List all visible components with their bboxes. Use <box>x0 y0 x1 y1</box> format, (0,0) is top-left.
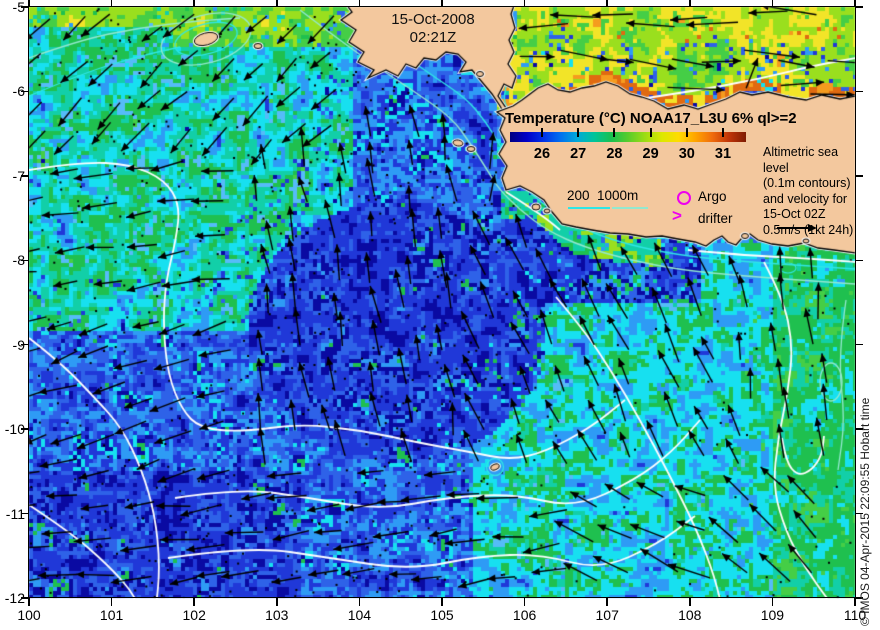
axis-tick <box>21 343 29 346</box>
axis-tick <box>689 598 691 606</box>
argo-float-icon <box>677 191 691 205</box>
axis-tick <box>855 597 863 599</box>
axis-tick <box>21 90 29 93</box>
y-tick-label: -11 <box>5 505 25 522</box>
depth-1000-line <box>612 207 648 209</box>
axis-tick <box>110 598 113 606</box>
colorbar-tick <box>577 128 580 137</box>
axis-tick <box>855 6 863 8</box>
argo-label: Argo <box>698 189 727 204</box>
axis-tick <box>110 0 113 7</box>
colorbar-title: Temperature (°C) NOAA17_L3U 6% ql>=2 <box>505 110 797 127</box>
timestamp-time: 02:21Z <box>409 29 457 46</box>
axis-tick <box>771 0 774 7</box>
velocity-scale-arrow-icon <box>777 223 817 232</box>
axis-tick <box>855 512 863 515</box>
colorbar-tick-label: 26 <box>533 146 551 162</box>
colorbar-tick <box>541 128 543 137</box>
x-tick-label: 102 <box>182 607 206 623</box>
colorbar-tick-label: 28 <box>606 146 623 162</box>
annotation-line: 15-Oct 02Z <box>763 207 826 221</box>
x-tick-label: 101 <box>99 607 124 623</box>
timestamp-date: 15-Oct-2008 <box>391 11 475 28</box>
y-tick-label: -9 <box>12 336 25 353</box>
colorbar-tick-label: 27 <box>570 146 587 162</box>
axis-tick <box>21 6 29 8</box>
colorbar-tick <box>613 128 616 137</box>
annotation-line: and velocity for <box>763 191 848 206</box>
axis-tick <box>276 0 278 7</box>
x-tick-label: 108 <box>678 607 702 623</box>
axis-tick <box>28 0 30 7</box>
y-tick-label: -7 <box>12 167 25 184</box>
axis-tick <box>771 598 774 606</box>
drifter-arrow-icon: > <box>672 206 682 225</box>
y-tick-label: -10 <box>4 421 25 438</box>
x-tick-label: 107 <box>595 607 619 623</box>
axis-tick <box>855 343 863 346</box>
x-tick-label: 103 <box>265 607 289 623</box>
colorbar-tick-label: 29 <box>642 146 659 162</box>
axis-tick <box>193 598 195 606</box>
axis-tick <box>855 90 863 93</box>
colorbar-tick <box>649 128 652 137</box>
colorbar-tick-label: 31 <box>714 146 732 162</box>
annotation-line: (0.1m contours) <box>763 176 851 190</box>
axis-tick <box>441 0 443 7</box>
axis-tick <box>854 598 856 606</box>
axis-tick <box>523 598 526 606</box>
colorbar-tick <box>722 128 724 137</box>
colorbar-tick <box>685 128 688 137</box>
x-tick-label: 109 <box>760 607 785 623</box>
y-tick-label: -12 <box>4 590 25 606</box>
axis-tick <box>21 259 29 262</box>
depth-200-line <box>568 207 610 209</box>
x-tick-label: 100 <box>17 607 41 623</box>
colorbar-gradient <box>510 132 746 142</box>
axis-tick <box>854 0 856 7</box>
x-tick-label: 104 <box>347 607 372 623</box>
axis-tick <box>855 259 863 262</box>
drifter-label: drifter <box>698 211 733 226</box>
axis-tick <box>855 428 863 430</box>
axis-tick <box>21 597 29 599</box>
axis-tick <box>358 0 361 7</box>
axis-tick <box>358 598 361 606</box>
y-tick-label: -6 <box>12 83 25 100</box>
axis-tick <box>441 598 443 606</box>
axis-tick <box>276 598 278 606</box>
axis-tick <box>21 428 29 430</box>
imos-credit: © IMOS 04-Apr-2015 22:09:55 Hobart time <box>858 397 872 626</box>
axis-tick <box>28 598 30 606</box>
y-tick-label: -5 <box>12 0 25 15</box>
x-tick-label: 106 <box>512 607 537 623</box>
axis-tick <box>193 0 195 7</box>
colorbar-tick-label: 30 <box>678 146 695 162</box>
x-tick-label: 105 <box>430 607 454 623</box>
axis-tick <box>523 0 526 7</box>
x-tick-label: 110 <box>843 607 867 623</box>
axis-tick <box>21 175 29 177</box>
y-tick-label: -8 <box>12 252 25 269</box>
timestamp-label: 15-Oct-2008 02:21Z <box>374 11 492 47</box>
annotation-line: Altimetric sea level <box>763 145 839 175</box>
axis-tick <box>855 175 863 177</box>
depth-contour-legend: 200 1000m <box>567 188 639 203</box>
axis-tick <box>606 598 608 606</box>
axis-tick <box>689 0 691 7</box>
axis-tick <box>606 0 608 7</box>
axis-tick <box>21 512 29 515</box>
